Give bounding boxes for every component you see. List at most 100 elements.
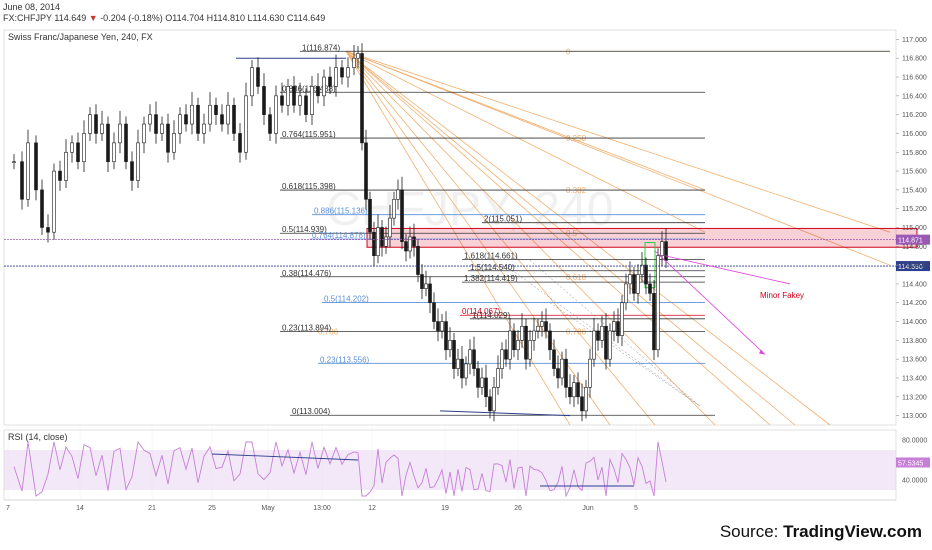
candle-body xyxy=(416,246,420,275)
rsi-band xyxy=(4,450,896,490)
fan-level-label: 0.786 xyxy=(318,328,339,337)
y-tick-label: 114.000 xyxy=(902,319,927,326)
candle-body xyxy=(388,217,392,238)
candle-body xyxy=(172,133,176,153)
source-brand: TradingView.com xyxy=(783,522,922,541)
candle-body xyxy=(352,57,356,68)
fan-level-label: 0.382 xyxy=(566,186,587,195)
candle-body xyxy=(448,340,452,351)
candle-body xyxy=(20,161,24,200)
price-tag xyxy=(896,234,930,245)
candle-body xyxy=(226,104,230,125)
y-tick-label: 115.600 xyxy=(902,169,927,176)
fan-line xyxy=(345,50,706,233)
candle-body xyxy=(190,104,194,125)
candle-body xyxy=(644,264,648,285)
candle-body xyxy=(380,227,384,247)
x-tick-label: 13:00 xyxy=(313,505,331,512)
candle-body xyxy=(520,325,524,341)
candle-body xyxy=(364,142,368,200)
candle-body xyxy=(456,358,460,369)
x-tick-label: May xyxy=(261,505,275,512)
fib-level-label: 0.38(114.476) xyxy=(282,269,332,278)
candle-body xyxy=(40,189,44,228)
candle-body xyxy=(596,330,600,341)
candle-body xyxy=(444,321,448,351)
candle-body xyxy=(112,142,116,162)
candle-body xyxy=(440,321,444,332)
quote-bar: FX:CHFJPY 114.649 ▼ -0.204 (-0.18%) O114… xyxy=(3,13,325,23)
fib-level-label: 2(115.051) xyxy=(484,215,522,224)
fib-level-label: 0(113.004) xyxy=(292,407,330,416)
arrow-head-icon xyxy=(759,349,765,355)
fan-line xyxy=(345,50,716,426)
candle-body xyxy=(524,325,528,360)
candle-body xyxy=(464,363,468,379)
y-tick-label: 113.800 xyxy=(902,338,927,345)
candle-body xyxy=(404,241,408,252)
fakey-pointer-line xyxy=(664,255,791,285)
fib-level-label: 0.764(114.878) xyxy=(312,231,366,240)
symbol-label[interactable]: FX:CHFJPY xyxy=(3,13,52,23)
candle-body xyxy=(612,321,616,332)
candle-body xyxy=(292,86,296,106)
candle-body xyxy=(124,123,128,162)
x-tick-label: 7 xyxy=(6,505,10,512)
candle-body xyxy=(310,86,314,115)
candle-body xyxy=(656,255,660,351)
candle-body xyxy=(556,368,560,379)
y-tick-label: 116.400 xyxy=(902,93,927,100)
fib-level-label: 1.382(114.419) xyxy=(464,274,518,283)
candle-body xyxy=(166,123,170,153)
candle-body xyxy=(372,231,376,257)
price-change: -0.204 (-0.18%) xyxy=(100,13,163,23)
fan-line xyxy=(345,50,891,233)
candle-body xyxy=(356,53,360,59)
candle-body xyxy=(396,189,400,200)
x-tick-label: 25 xyxy=(208,505,216,512)
high-price: H114.810 xyxy=(206,13,245,23)
y-tick-label: 114.800 xyxy=(902,244,927,251)
candle-body xyxy=(328,76,332,87)
y-tick-label: 116.000 xyxy=(902,131,927,138)
candle-body xyxy=(142,123,146,144)
rsi-value-label: 57.5345 xyxy=(898,460,923,467)
rsi-value-tag xyxy=(896,457,930,468)
price-chart[interactable]: CHFJPY, 240 00.2500.3820.50.6180.7860.78… xyxy=(0,0,932,520)
x-tick-label: 21 xyxy=(148,505,156,512)
candle-body xyxy=(412,236,416,247)
candle-body xyxy=(392,198,396,219)
candle-body xyxy=(346,67,350,78)
candle-body xyxy=(560,358,564,379)
candle-body xyxy=(572,382,576,398)
chart-title: Swiss Franc/Japanese Yen, 240, FX xyxy=(8,32,153,42)
candle-body xyxy=(64,151,68,181)
swing-low-marker xyxy=(439,410,571,417)
fan-line xyxy=(345,50,796,426)
candle-body xyxy=(540,321,544,327)
candle-body xyxy=(508,330,512,360)
price-tag-label: 114.871 xyxy=(898,238,923,245)
candle-body xyxy=(544,321,548,332)
dotted-projection-line xyxy=(529,260,701,407)
candle-body xyxy=(452,340,456,369)
candle-body xyxy=(76,142,80,162)
candle-body xyxy=(528,340,532,360)
candle-body xyxy=(82,133,86,162)
candle-body xyxy=(588,358,592,388)
candle-body xyxy=(220,114,224,125)
candle-body xyxy=(640,264,644,275)
change-down-icon: ▼ xyxy=(88,13,98,23)
candle-body xyxy=(484,377,488,398)
candle-body xyxy=(476,368,480,388)
candle-body xyxy=(500,349,504,369)
candle-body xyxy=(106,123,110,162)
resistance-zone xyxy=(366,227,918,248)
candle-body xyxy=(184,114,188,125)
fib-level-label: 1.5(114.540) xyxy=(470,263,515,272)
candle-body xyxy=(460,358,464,379)
candle-body xyxy=(604,325,608,360)
y-tick-label: 113.200 xyxy=(902,394,927,401)
candle-body xyxy=(208,104,212,125)
candle-body xyxy=(408,236,412,252)
